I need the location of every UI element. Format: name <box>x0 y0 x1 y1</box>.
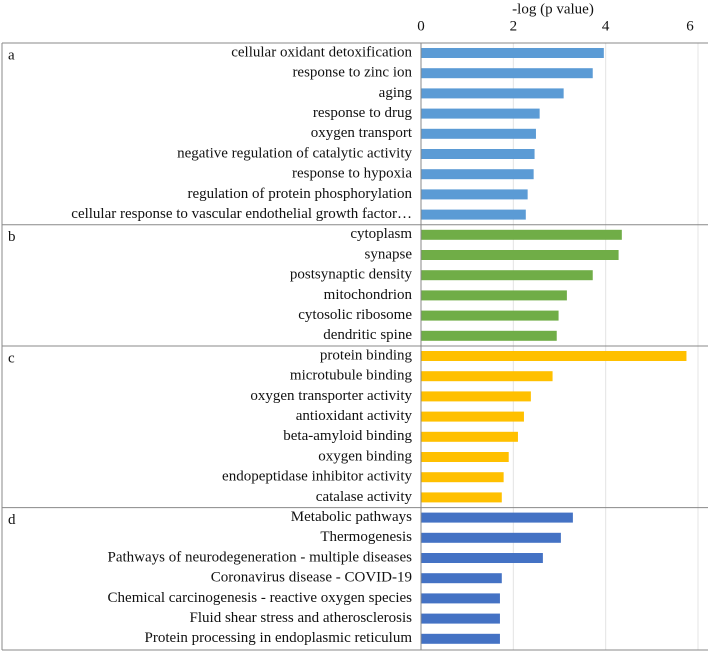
y-tick-label: beta-amyloid binding <box>283 428 412 444</box>
group-label: a <box>8 47 15 63</box>
y-tick-label: antioxidant activity <box>296 408 413 424</box>
bar <box>421 290 567 301</box>
bar <box>421 149 535 159</box>
bar <box>421 209 526 220</box>
bar <box>421 88 564 99</box>
y-tick-label: oxygen transporter activity <box>250 388 412 404</box>
bar <box>421 593 500 604</box>
bar <box>421 310 559 321</box>
bar <box>421 169 534 180</box>
y-tick-label: cytosolic ribosome <box>298 307 412 323</box>
y-tick-label: dendritic spine <box>323 327 412 343</box>
y-tick-label: cellular oxidant detoxification <box>231 44 412 60</box>
bar <box>421 633 500 644</box>
y-tick-label: aging <box>379 85 413 101</box>
bar <box>421 108 540 119</box>
x-tick-label: 4 <box>602 18 610 34</box>
y-tick-label: negative regulation of catalytic activit… <box>177 145 412 161</box>
bar <box>421 371 553 382</box>
group-label: b <box>8 229 16 245</box>
y-tick-label: oxygen transport <box>311 125 413 141</box>
y-tick-label: cellular response to vascular endothelia… <box>71 206 412 222</box>
y-tick-label: cytoplasm <box>350 226 412 242</box>
x-tick-label: 2 <box>510 18 518 34</box>
bar <box>421 431 518 442</box>
y-tick-label: Thermogenesis <box>320 529 412 545</box>
bar <box>421 189 528 200</box>
y-tick-label: regulation of protein phosphorylation <box>187 186 412 202</box>
y-tick-label: endopeptidase inhibitor activity <box>222 469 412 485</box>
y-tick-label: response to zinc ion <box>292 65 412 81</box>
bar <box>421 229 622 240</box>
bar <box>421 532 561 543</box>
bar <box>421 452 509 462</box>
bar <box>421 250 619 260</box>
bar <box>421 512 573 523</box>
y-tick-label: synapse <box>365 246 413 262</box>
y-tick-label: response to drug <box>313 105 413 121</box>
bar <box>421 472 504 483</box>
bar <box>421 411 524 422</box>
bar <box>421 270 593 281</box>
y-tick-label: Chemical carcinogenesis - reactive oxyge… <box>108 590 413 606</box>
bar <box>421 492 502 503</box>
y-tick-label: postsynaptic density <box>290 267 413 283</box>
y-tick-label: catalase activity <box>316 489 413 505</box>
x-tick-label: 0 <box>417 18 425 34</box>
bar <box>421 573 502 584</box>
bar <box>421 391 531 402</box>
y-tick-label: mitochondrion <box>324 287 413 303</box>
y-tick-label: oxygen binding <box>318 448 412 464</box>
axis-title: -log (p value) <box>512 1 594 17</box>
bar <box>421 68 593 79</box>
bar <box>421 48 604 58</box>
y-tick-label: Metabolic pathways <box>291 509 412 525</box>
group-label: d <box>8 512 16 528</box>
y-tick-label: microtubule binding <box>290 368 413 384</box>
bar <box>421 351 687 361</box>
y-tick-label: Coronavirus disease - COVID-19 <box>211 570 412 586</box>
y-tick-label: Pathways of neurodegeneration - multiple… <box>108 549 413 565</box>
y-tick-label: Fluid shear stress and atherosclerosis <box>190 610 413 626</box>
y-tick-label: Protein processing in endoplasmic reticu… <box>145 630 413 646</box>
y-tick-label: response to hypoxia <box>292 166 412 182</box>
y-tick-label: protein binding <box>320 347 413 363</box>
x-tick-label: 6 <box>686 18 694 34</box>
bar <box>421 330 557 341</box>
bar <box>421 613 500 624</box>
bar <box>421 553 543 563</box>
group-label: c <box>8 350 15 366</box>
bar <box>421 128 536 139</box>
